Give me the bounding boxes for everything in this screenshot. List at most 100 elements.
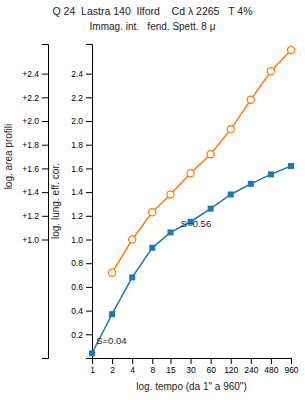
tick: 960	[284, 358, 298, 375]
tick: +2.4	[22, 69, 48, 79]
point	[109, 311, 115, 317]
annotation: S=0.04	[96, 335, 126, 346]
point	[129, 274, 135, 280]
tick-mark	[86, 168, 92, 169]
series-line	[112, 50, 291, 273]
plot: 1 2 4 8 15 30 60 120 240 480 960 0.2 0.4 0.6 0.8 1.0 1.2…	[3, 45, 299, 393]
tick-mark	[42, 168, 48, 169]
point	[208, 206, 214, 212]
tick: 1.4	[71, 187, 92, 197]
tick: 0.6	[71, 282, 92, 292]
point	[149, 209, 156, 216]
tick: +1.0	[22, 235, 48, 245]
tick-label: 960	[284, 365, 298, 375]
tick: 8	[150, 358, 155, 375]
point	[167, 229, 173, 235]
tick-mark	[152, 358, 153, 364]
tick-label: 60	[206, 365, 216, 375]
tick-label: +2.4	[22, 69, 39, 79]
point	[149, 245, 155, 251]
tick: +2.2	[22, 93, 48, 103]
tick-label: 1.6	[71, 164, 83, 174]
tick-label: 1.8	[71, 140, 83, 150]
y-axis-title: log. lung. eff. cor.	[50, 163, 61, 239]
tick-label: 0.8	[71, 258, 83, 268]
tick-mark	[112, 358, 113, 364]
y2-axis: +1.0+1.2+1.4+1.6+1.8+2.0+2.2+2.4	[22, 45, 48, 359]
tick-mark	[86, 192, 92, 193]
tick-mark	[86, 263, 92, 264]
tick-mark	[271, 358, 272, 364]
tick: +1.4	[22, 187, 48, 197]
tick-mark	[211, 358, 212, 364]
tick-mark	[42, 216, 48, 217]
tick-mark	[42, 121, 48, 122]
tick-label: 120	[224, 365, 238, 375]
point	[228, 191, 234, 197]
point	[287, 46, 294, 53]
chart: Q 24 Lastra 140 Ilford Cd λ 2265 T 4% Imm…	[0, 0, 305, 400]
subtitle: Immag. int. fend. Spett. 8 μ	[90, 21, 216, 32]
point	[109, 269, 116, 276]
tick: 0.2	[71, 330, 92, 340]
series-line	[92, 166, 291, 353]
tick: +1.6	[22, 164, 48, 174]
tick: +1.2	[22, 211, 48, 221]
tick: 2	[110, 358, 115, 375]
x-axis: 1 2 4 8 15 30 60 120 240 480 960	[90, 358, 299, 375]
tick-mark	[231, 358, 232, 364]
point	[187, 170, 194, 177]
tick-label: 480	[264, 365, 278, 375]
point	[207, 151, 214, 158]
x-axis-title: log. tempo (da 1" a 960")	[136, 381, 247, 392]
tick: 240	[244, 358, 258, 375]
tick-label: +1.4	[22, 187, 39, 197]
tick-mark	[132, 358, 133, 364]
tick-label: 2.4	[71, 69, 83, 79]
tick: 0.8	[71, 258, 92, 268]
tick: 15	[166, 358, 176, 375]
tick-mark	[86, 145, 92, 146]
tick: 1	[90, 358, 95, 375]
tick-mark	[251, 358, 252, 364]
tick-label: 30	[186, 365, 196, 375]
y2-axis-line	[42, 45, 49, 359]
point	[227, 126, 234, 133]
tick: 4	[130, 358, 135, 375]
tick-mark	[42, 145, 48, 146]
point	[247, 96, 254, 103]
tick: 30	[186, 358, 196, 375]
tick-label: 2	[110, 365, 115, 375]
tick-label: 1.0	[71, 235, 83, 245]
tick-label: 8	[150, 365, 155, 375]
tick-label: 0.2	[71, 330, 83, 340]
tick-mark	[42, 192, 48, 193]
tick-label: +1.2	[22, 211, 39, 221]
tick-mark	[86, 97, 92, 98]
tick-label: 0.4	[71, 306, 83, 316]
point	[248, 181, 254, 187]
tick: 1.6	[71, 164, 92, 174]
point	[268, 171, 274, 177]
tick-mark	[42, 97, 48, 98]
tick-label: 1.2	[71, 211, 83, 221]
tick: 1.8	[71, 140, 92, 150]
tick-mark	[291, 358, 292, 364]
tick-label: 2.2	[71, 93, 83, 103]
tick-mark	[86, 216, 92, 217]
y2-axis-title: log. area profili	[3, 124, 14, 190]
tick-mark	[170, 358, 171, 364]
tick-mark	[191, 358, 192, 364]
tick-label: 1.4	[71, 187, 83, 197]
tick-label: +2.0	[22, 116, 39, 126]
tick-mark	[86, 334, 92, 335]
tick-label: 1	[90, 365, 95, 375]
point	[167, 191, 174, 198]
title: Q 24 Lastra 140 Ilford Cd λ 2265 T 4%	[53, 5, 253, 17]
tick: 2.2	[71, 93, 92, 103]
point	[288, 163, 294, 169]
tick: 2.4	[71, 69, 92, 79]
tick-label: 2.0	[71, 116, 83, 126]
point	[267, 68, 274, 75]
tick: 60	[206, 358, 216, 375]
